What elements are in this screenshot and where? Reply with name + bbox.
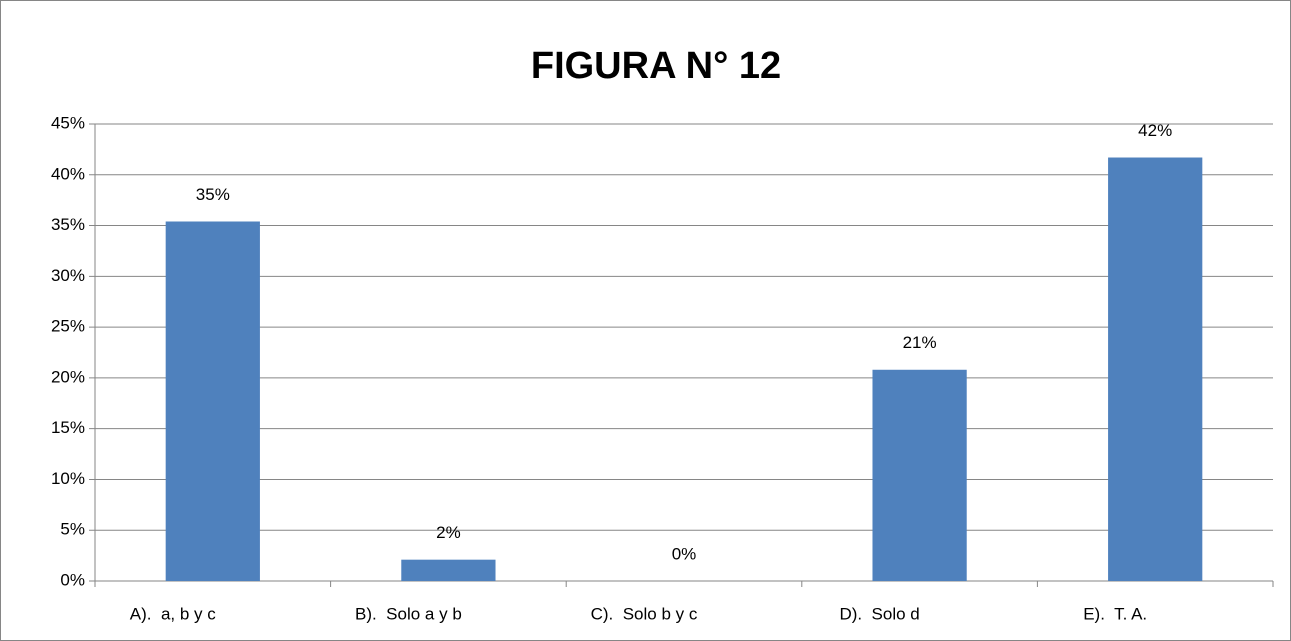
x-tick-label: E). T. A.: [1083, 604, 1147, 623]
bar: [165, 221, 260, 581]
y-tick-label: 10%: [51, 469, 85, 488]
chart-title: FIGURA N° 12: [531, 45, 781, 87]
data-label: 35%: [196, 185, 230, 204]
x-tick-label: B). Solo a y b: [355, 604, 462, 623]
bar: [872, 369, 967, 581]
bar: [401, 559, 496, 581]
y-tick-label: 35%: [51, 215, 85, 234]
y-tick-label: 30%: [51, 266, 85, 285]
y-tick-label: 40%: [51, 164, 85, 183]
y-tick-label: 20%: [51, 367, 85, 386]
y-tick-label: 5%: [60, 520, 85, 539]
x-tick-label: A). a, b y c: [130, 604, 216, 623]
bar: [1108, 157, 1203, 581]
y-tick-label: 0%: [60, 570, 85, 589]
y-tick-label: 25%: [51, 317, 85, 336]
data-label: 2%: [436, 523, 461, 542]
data-label: 0%: [672, 544, 697, 563]
data-label: 42%: [1138, 121, 1172, 140]
x-tick-label: C). Solo b y c: [591, 604, 698, 623]
x-tick-label: D). Solo d: [839, 604, 919, 623]
y-tick-label: 45%: [51, 113, 85, 132]
data-label: 21%: [903, 333, 937, 352]
y-tick-label: 15%: [51, 418, 85, 437]
